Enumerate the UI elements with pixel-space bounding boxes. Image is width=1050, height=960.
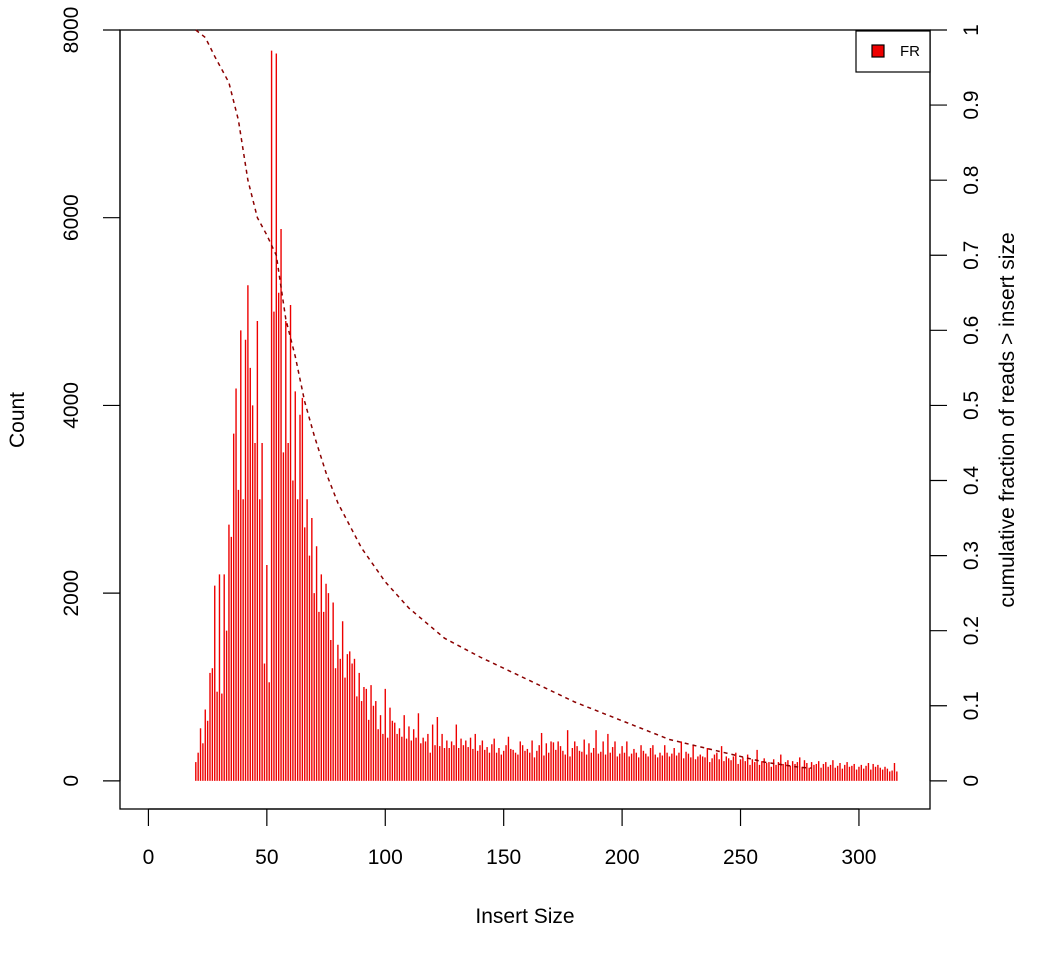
y2-tick-label: 0.4 xyxy=(960,466,983,496)
x-tick-label: 250 xyxy=(723,846,758,869)
y-tick-label: 0 xyxy=(60,775,83,787)
y-tick-label: 8000 xyxy=(60,7,83,54)
y2-tick-label: 0.5 xyxy=(960,391,983,420)
y2-tick-label: 0.1 xyxy=(960,691,983,720)
legend-box xyxy=(855,30,931,73)
y-tick-label: 2000 xyxy=(60,570,83,617)
cumulative-fraction-line-group xyxy=(195,29,812,769)
x-tick-label: 200 xyxy=(605,846,640,869)
y2-tick-label: 0.3 xyxy=(960,541,983,570)
y2-tick-label: 0.2 xyxy=(960,616,983,645)
x-axis: 0 50 100 150 200 250 300 xyxy=(143,808,876,869)
x-tick-label: 100 xyxy=(368,846,403,869)
y-axis-title: Count xyxy=(6,392,29,448)
histogram-bars xyxy=(195,50,898,781)
y2-tick-label: 0.7 xyxy=(960,241,983,270)
y-tick-label: 6000 xyxy=(60,194,83,241)
cumulative-fraction-line xyxy=(195,29,812,769)
y2-tick-label: 0.8 xyxy=(960,166,983,195)
legend: FR xyxy=(855,30,931,73)
x-tick-label: 300 xyxy=(841,846,876,869)
x-tick-label: 150 xyxy=(486,846,521,869)
legend-label-fr: FR xyxy=(900,43,920,60)
x-tick-label: 50 xyxy=(255,846,278,869)
y-axis-left: 0 2000 4000 6000 8000 xyxy=(60,7,121,787)
y2-tick-label: 0.9 xyxy=(960,90,983,119)
legend-swatch-fr xyxy=(871,44,885,58)
y2-axis-title: cumulative fraction of reads > insert si… xyxy=(996,232,1019,607)
y2-tick-label: 0 xyxy=(960,775,983,787)
y2-tick-label: 0.6 xyxy=(960,316,983,345)
y2-tick-label: 1 xyxy=(960,24,983,36)
y-tick-label: 4000 xyxy=(60,382,83,429)
x-axis-title: Insert Size xyxy=(475,905,574,928)
x-tick-label: 0 xyxy=(143,846,155,869)
y-axis-right: 0 0.1 0.2 0.3 0.4 0.5 0.6 0.7 0.8 0.9 1 xyxy=(929,24,983,787)
